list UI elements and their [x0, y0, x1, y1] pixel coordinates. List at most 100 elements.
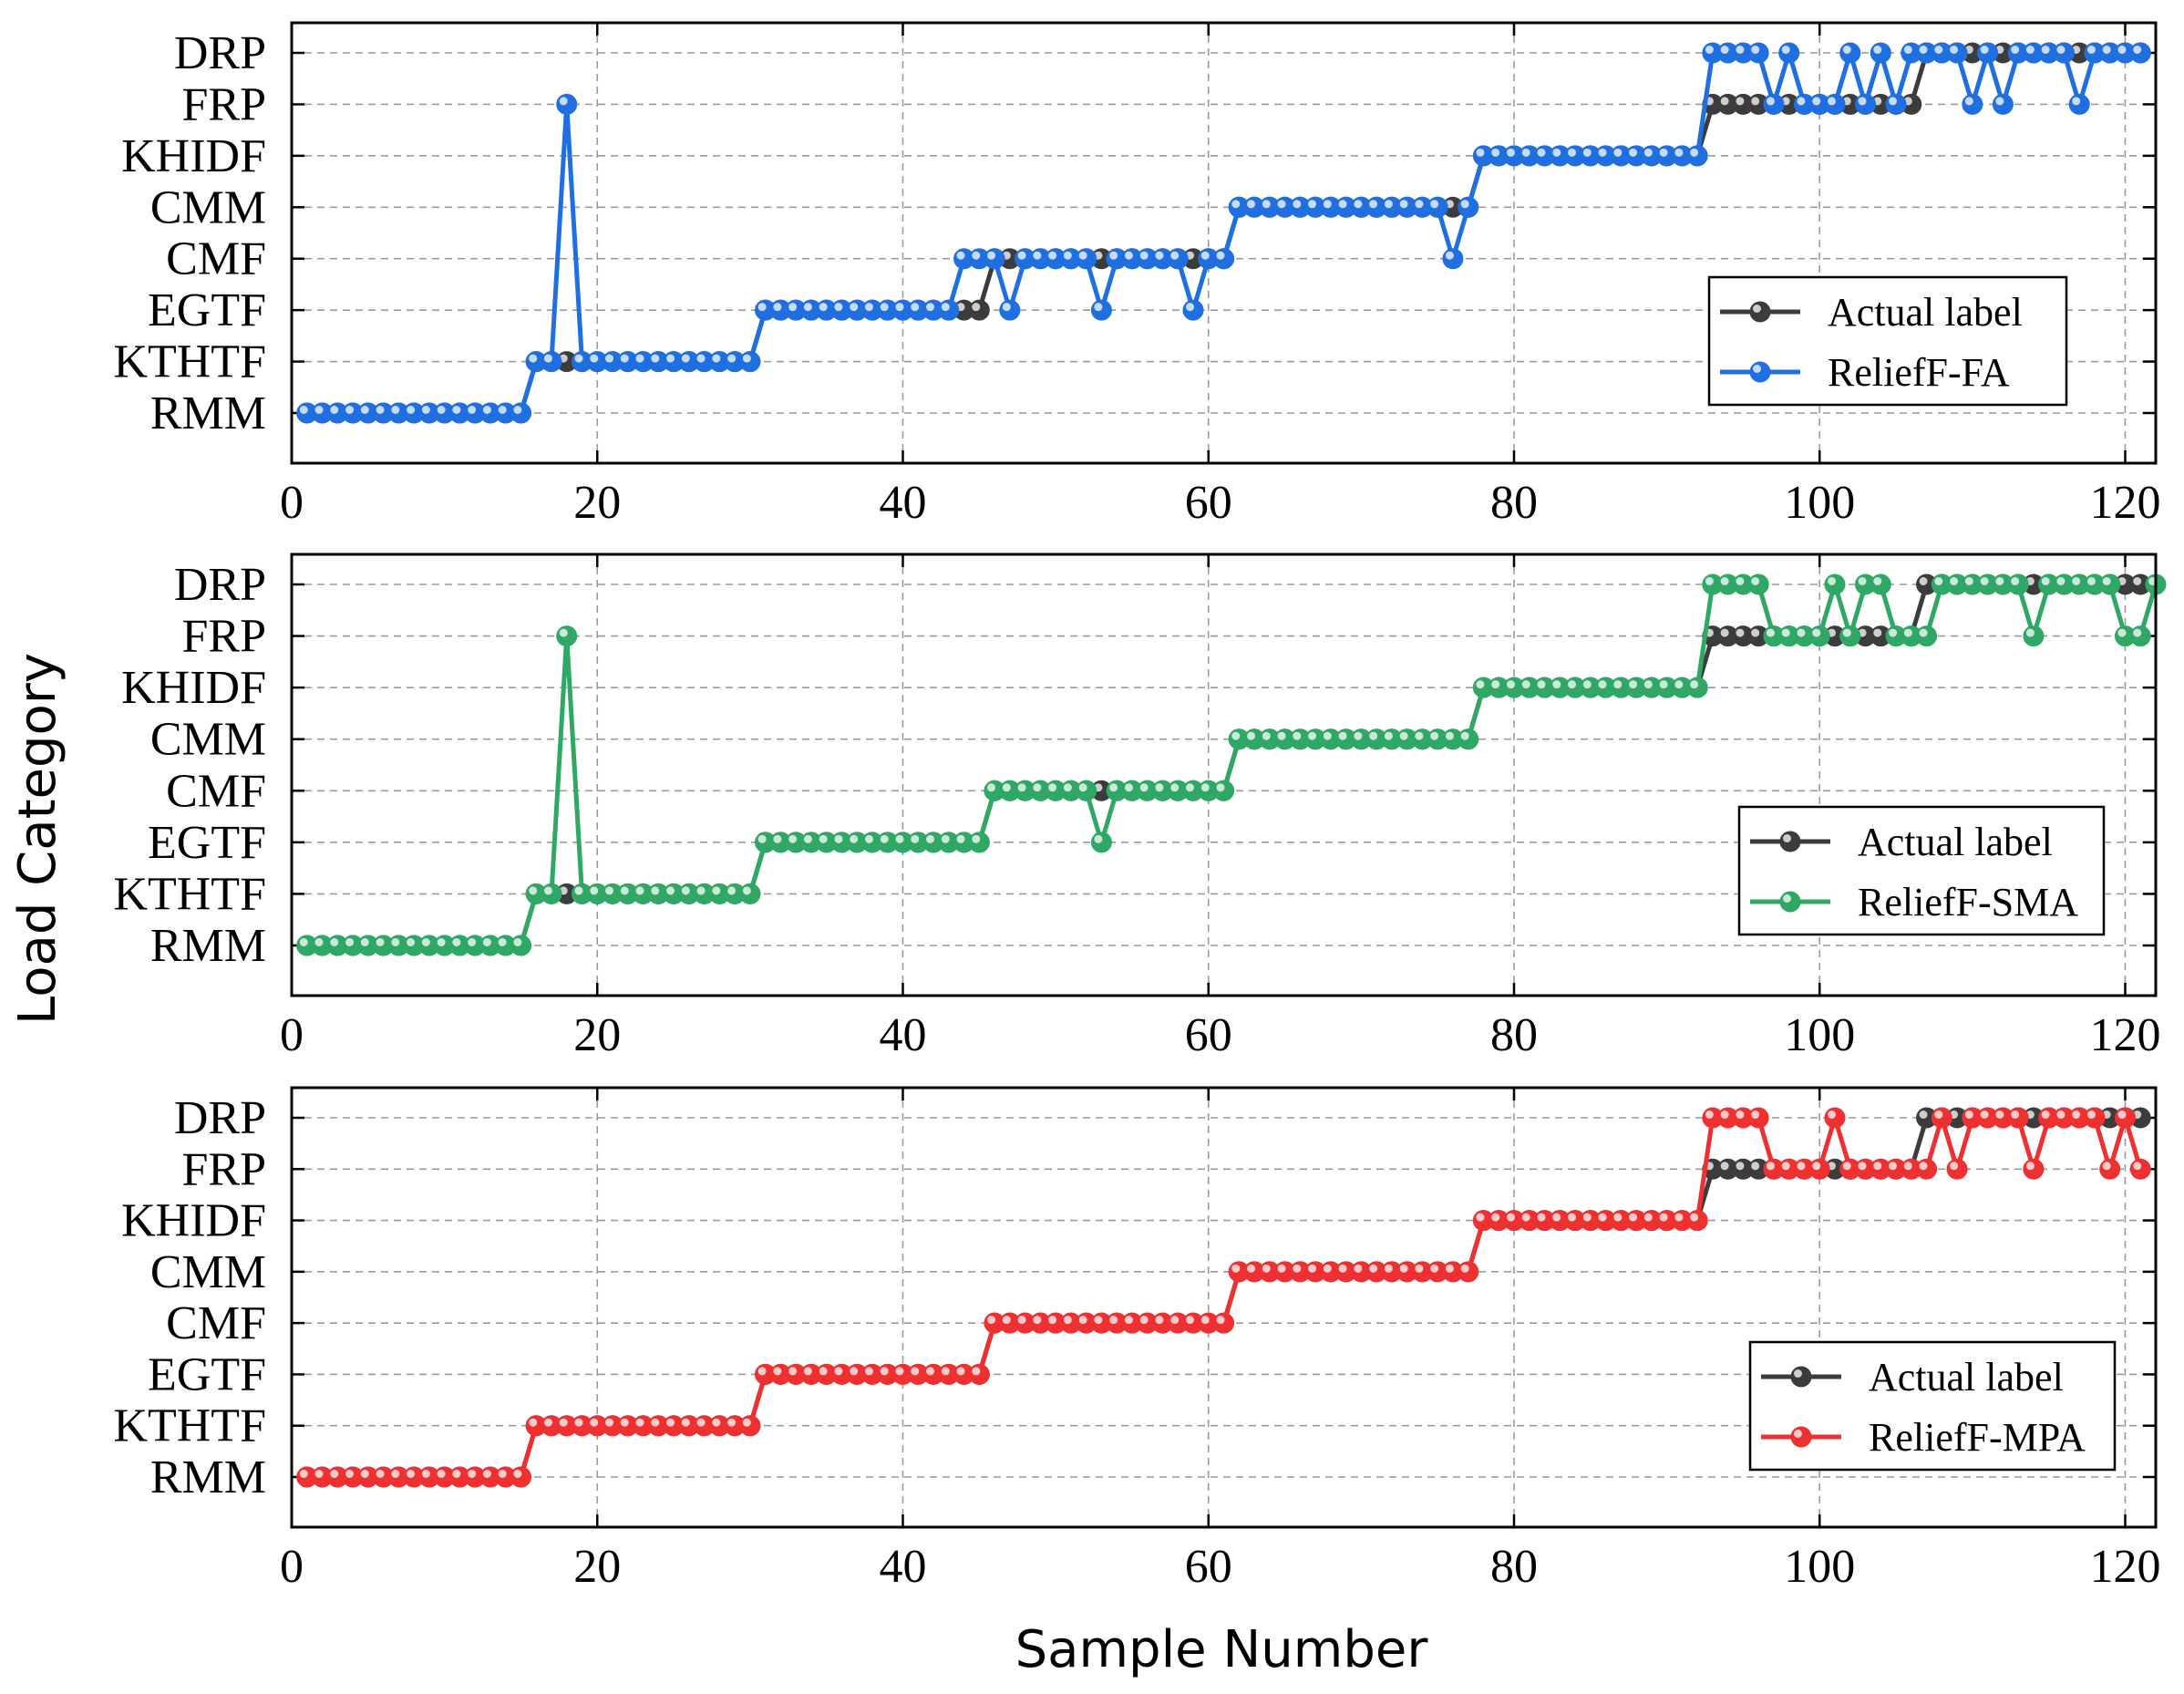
data-point-highlight [1889, 628, 1898, 637]
data-point-highlight [834, 1367, 843, 1376]
data-point-highlight [1552, 1213, 1561, 1222]
data-point-highlight [1919, 1110, 1928, 1119]
data-point-highlight [1736, 46, 1745, 54]
data-point [1916, 625, 1938, 647]
data-point-highlight [1185, 783, 1194, 792]
data-point [968, 1363, 990, 1385]
data-point-highlight [2117, 628, 2127, 637]
data-point-highlight [819, 1367, 828, 1376]
x-tick-label: 60 [1185, 1541, 1232, 1593]
legend: Actual label ReliefF-FA [1707, 275, 2068, 407]
y-tick-label-khidf: KHIDF [121, 130, 266, 182]
data-point-highlight [1017, 783, 1026, 792]
data-point-highlight [1812, 628, 1821, 637]
data-point-highlight [1216, 1316, 1225, 1325]
data-point [1686, 677, 1708, 698]
data-point-highlight [1980, 577, 1989, 585]
data-point-highlight [1231, 1264, 1241, 1273]
data-point-highlight [1048, 1316, 1057, 1325]
data-point [1213, 1312, 1234, 1334]
legend: Actual label ReliefF-MPA [1748, 1340, 2117, 1472]
data-point-highlight [1705, 46, 1714, 54]
legend-label: ReliefF-MPA [1869, 1415, 2086, 1460]
data-point-highlight [1903, 46, 1912, 54]
data-point-highlight [1445, 1264, 1454, 1273]
data-point-highlight [1354, 731, 1363, 740]
data-point-highlight [1934, 577, 1943, 585]
data-point [1167, 248, 1189, 270]
data-point-highlight [727, 886, 737, 895]
data-point-highlight [1582, 148, 1592, 157]
data-point-highlight [2011, 46, 2020, 54]
data-point [938, 299, 960, 321]
data-point-highlight [1384, 731, 1393, 740]
data-point-highlight [1369, 731, 1378, 740]
data-point-highlight [590, 354, 599, 363]
data-point-highlight [1460, 731, 1469, 740]
data-point-highlight [1720, 1110, 1729, 1119]
data-point-highlight [1751, 577, 1760, 585]
data-point-highlight [635, 886, 644, 895]
data-point-highlight [299, 938, 308, 946]
data-point-highlight [1598, 1213, 1607, 1222]
data-point-highlight [513, 1470, 522, 1478]
data-point-highlight [1995, 97, 2004, 106]
data-point-highlight [391, 1470, 400, 1478]
data-point-highlight [437, 1470, 446, 1478]
data-point-highlight [926, 834, 935, 843]
data-point [1076, 248, 1097, 270]
data-point-highlight [2086, 1110, 2096, 1119]
data-point-highlight [1277, 1264, 1286, 1273]
data-point-highlight [482, 1470, 491, 1478]
y-tick-label-drp: DRP [174, 559, 266, 611]
data-point-highlight [1109, 1316, 1118, 1325]
data-point-highlight [1889, 1162, 1898, 1171]
chart-panel-2: 0 20 40 60 80 100 120 RMMKTHTFEGTFCMFCMMKHIDFFR… [113, 553, 2167, 1061]
data-point-highlight [391, 406, 400, 414]
data-point-highlight [1170, 1316, 1180, 1325]
data-point-highlight [1629, 148, 1638, 157]
y-tick-label-egtf: EGTF [148, 284, 266, 336]
data-point-highlight [1568, 680, 1577, 689]
data-point-highlight [941, 1367, 950, 1376]
data-point-highlight [620, 886, 629, 895]
data-point [1962, 93, 1983, 115]
y-tick-label-rmm: RMM [150, 1451, 266, 1503]
data-point-highlight [1033, 251, 1042, 260]
data-point-highlight [1247, 200, 1256, 209]
data-point-highlight [559, 1418, 568, 1427]
data-point-highlight [360, 938, 369, 946]
data-point-highlight [1827, 97, 1836, 106]
data-point-highlight [1506, 148, 1515, 157]
data-point-highlight [376, 938, 385, 946]
data-point-highlight [1293, 731, 1302, 740]
data-point-highlight [727, 354, 737, 363]
data-point [1747, 1107, 1769, 1129]
data-point [1870, 42, 1891, 64]
data-point-highlight [376, 406, 385, 414]
data-point [1824, 1107, 1846, 1129]
data-point-highlight [437, 406, 446, 414]
data-point-highlight [1659, 148, 1668, 157]
data-point-highlight [1491, 1213, 1500, 1222]
data-point [1686, 1210, 1708, 1232]
data-point-highlight [834, 303, 843, 312]
data-point-highlight [1354, 200, 1363, 209]
data-point-highlight [1033, 783, 1042, 792]
data-point-highlight [1521, 680, 1530, 689]
data-point-highlight [757, 834, 767, 843]
legend-label: ReliefF-SMA [1858, 880, 2078, 924]
data-point-highlight [559, 628, 568, 637]
data-point [1946, 1158, 1968, 1180]
data-point-highlight [1415, 731, 1424, 740]
x-tick-label: 0 [280, 1541, 304, 1593]
data-point-highlight [1873, 628, 1882, 637]
data-point-highlight [1858, 1162, 1867, 1171]
data-point-highlight [1155, 251, 1164, 260]
legend-marker [1779, 831, 1801, 852]
data-point-highlight [1200, 251, 1210, 260]
y-tick-label-cmf: CMF [166, 765, 266, 817]
data-point-highlight [1903, 628, 1912, 637]
